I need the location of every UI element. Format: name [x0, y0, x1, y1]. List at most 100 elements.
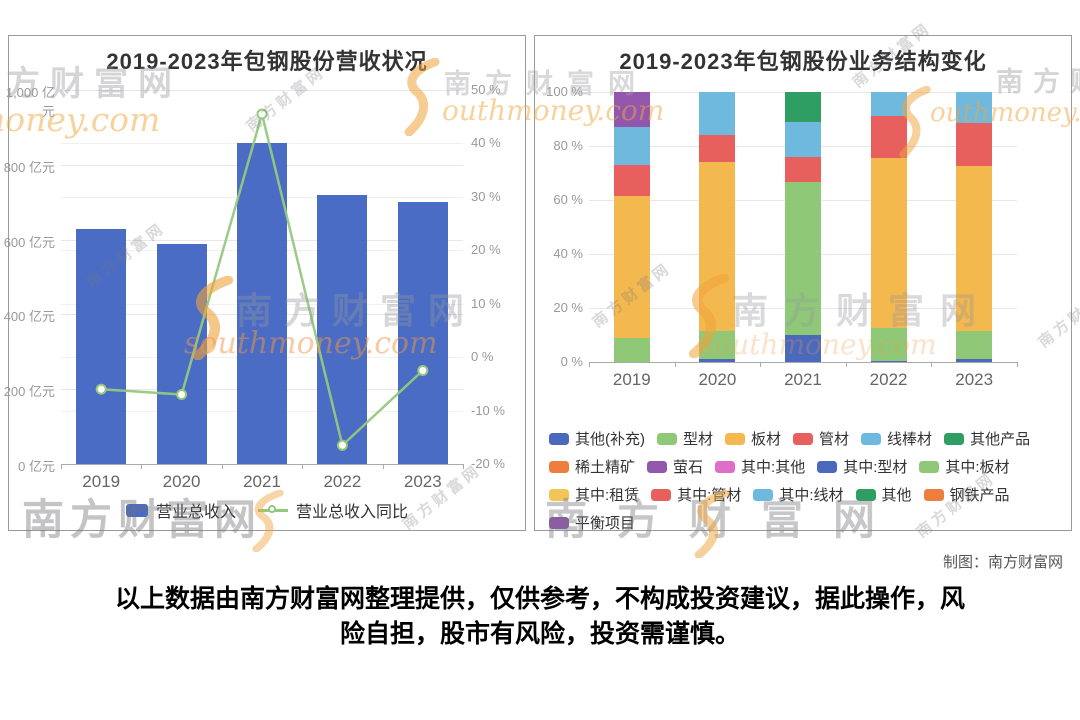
- structure-bar-segment: [613, 164, 650, 196]
- x-axis-year-label: 2022: [323, 472, 362, 491]
- structure-bar-segment: [785, 121, 821, 157]
- legend-swatch-icon: [753, 488, 774, 501]
- credit-text: 制图：南方财富网: [942, 554, 1063, 571]
- y-axis-left-label: 800 亿元: [3, 159, 55, 175]
- structure-bar-segment: [956, 330, 993, 360]
- x-axis-tick: [760, 362, 762, 367]
- x-axis-tick: [845, 362, 847, 367]
- legend-item: 型材: [657, 428, 713, 449]
- x-axis-year-label: 2023: [955, 370, 994, 389]
- legend-item: 其他(补充): [549, 428, 645, 449]
- legend-item: 管材: [793, 428, 849, 449]
- x-axis-tick: [463, 464, 464, 469]
- structure-bar-segment: [699, 162, 736, 331]
- legend-label: 其中:板材: [945, 459, 1010, 476]
- x-axis-tick: [302, 464, 304, 469]
- x-axis-year-label: 2020: [162, 472, 201, 491]
- structure-bar-segment: [870, 328, 907, 361]
- y-axis-right-label: 50 %: [471, 82, 501, 97]
- legend-swatch-icon: [549, 460, 569, 473]
- legend-item: 钢铁产品: [923, 484, 1010, 505]
- legend-item: 其他产品: [944, 428, 1030, 449]
- y-axis-left-label: 0 亿元: [18, 459, 55, 474]
- structure-bar-segment: [956, 92, 993, 124]
- structure-bar-segment: [699, 330, 736, 360]
- x-axis-tick: [61, 464, 62, 469]
- legend-label: 其中:线材: [779, 487, 844, 504]
- legend-swatch-icon: [549, 432, 569, 445]
- x-axis-year-label: 2019: [612, 370, 651, 389]
- structure-bar-segment: [956, 166, 993, 331]
- legend-marker-yoy: [258, 504, 288, 516]
- y-axis-left-label: 400 亿元: [3, 309, 55, 325]
- x-axis-year-label: 2022: [869, 370, 908, 389]
- structure-chart-title: 2019-2023年包钢股份业务结构变化: [619, 49, 987, 74]
- x-axis-line: [589, 362, 1017, 363]
- legend-swatch-icon: [919, 460, 940, 473]
- y-axis-label: 100 %: [546, 84, 583, 99]
- structure-chart-panel: 2019-2023年包钢股份业务结构变化 0 % 20 % 40 % 60 % 80 %…: [534, 35, 1072, 533]
- y-axis-label: 40 %: [553, 246, 583, 261]
- y-axis-right-label: 0 %: [471, 349, 494, 365]
- legend-label: 型材: [683, 431, 714, 448]
- structure-bar-segment: [699, 135, 736, 163]
- legend-swatch-icon: [657, 432, 677, 445]
- y-axis-label: 80 %: [553, 138, 583, 153]
- revenue-bar: [397, 202, 448, 464]
- x-axis-year-label: 2021: [784, 370, 822, 389]
- revenue-bar: [156, 244, 207, 464]
- x-axis-tick: [382, 464, 384, 469]
- yoy-line-marker: [256, 108, 268, 120]
- legend-swatch-icon: [651, 488, 672, 501]
- structure-bar-segment: [613, 337, 650, 362]
- x-axis-line: [61, 464, 463, 465]
- legend-label: 其中:管材: [677, 487, 742, 504]
- legend-swatch-icon: [861, 432, 882, 445]
- revenue-chart-panel: 2019-2023年包钢股份营收状况 -10 % 0 % 10 % 20 % 30 % 4…: [4, 35, 526, 531]
- legend-label: 其中:型材: [843, 459, 908, 476]
- structure-bar-segment: [785, 182, 821, 335]
- legend-label: 其他: [881, 487, 912, 504]
- legend-item: 其中:板材: [919, 456, 1010, 477]
- legend-row: 平衡项目: [549, 512, 647, 533]
- y-axis-left-label: 200 亿元: [3, 384, 55, 400]
- y-axis-label: 20 %: [553, 300, 583, 315]
- x-axis-year-label: 2021: [243, 472, 281, 491]
- revenue-legend: 营业总收入 营业总收入同比: [9, 498, 525, 522]
- legend-label: 板材: [751, 431, 782, 448]
- legend-swatch-icon: [715, 460, 736, 473]
- structure-bar-segment: [785, 92, 821, 122]
- x-axis-year-label: 2023: [403, 472, 442, 491]
- legend-label: 其中:其他: [741, 459, 806, 476]
- legend-label: 其中:租赁: [575, 487, 640, 504]
- x-axis-tick: [1017, 362, 1018, 367]
- legend-label: 钢铁产品: [949, 487, 1010, 504]
- gridline-major: [61, 90, 463, 91]
- structure-bar-segment: [870, 158, 907, 329]
- structure-bar-segment: [870, 360, 907, 362]
- legend-item: 其中:租赁: [549, 484, 639, 505]
- legend-swatch-icon: [549, 488, 569, 501]
- revenue-bar: [76, 229, 127, 464]
- legend-swatch-icon: [647, 460, 668, 473]
- revenue-chart-title: 2019-2023年包钢股份营收状况: [106, 49, 428, 74]
- legend-label-revenue: 营业总收入: [155, 504, 236, 521]
- y-axis-right-label: 40 %: [471, 135, 501, 151]
- legend-label: 其他(补充): [575, 431, 645, 448]
- revenue-bar: [237, 143, 287, 464]
- y-axis-left-label: 1,000 亿元: [5, 85, 55, 119]
- x-axis-tick: [221, 464, 223, 469]
- legend-swatch-icon: [923, 488, 944, 501]
- x-axis-year-label: 2020: [698, 370, 737, 389]
- structure-bar-segment: [613, 92, 650, 128]
- legend-swatch-icon: [855, 488, 876, 501]
- legend-label: 稀土精矿: [575, 459, 636, 476]
- legend-item: 其中:管材: [651, 484, 741, 505]
- legend-dot-icon: [268, 505, 276, 513]
- structure-bar-segment: [613, 195, 650, 338]
- structure-bar-segment: [785, 156, 821, 183]
- legend-item: 其他: [855, 484, 912, 505]
- legend-swatch-icon: [817, 460, 838, 473]
- legend-swatch-icon: [944, 432, 965, 445]
